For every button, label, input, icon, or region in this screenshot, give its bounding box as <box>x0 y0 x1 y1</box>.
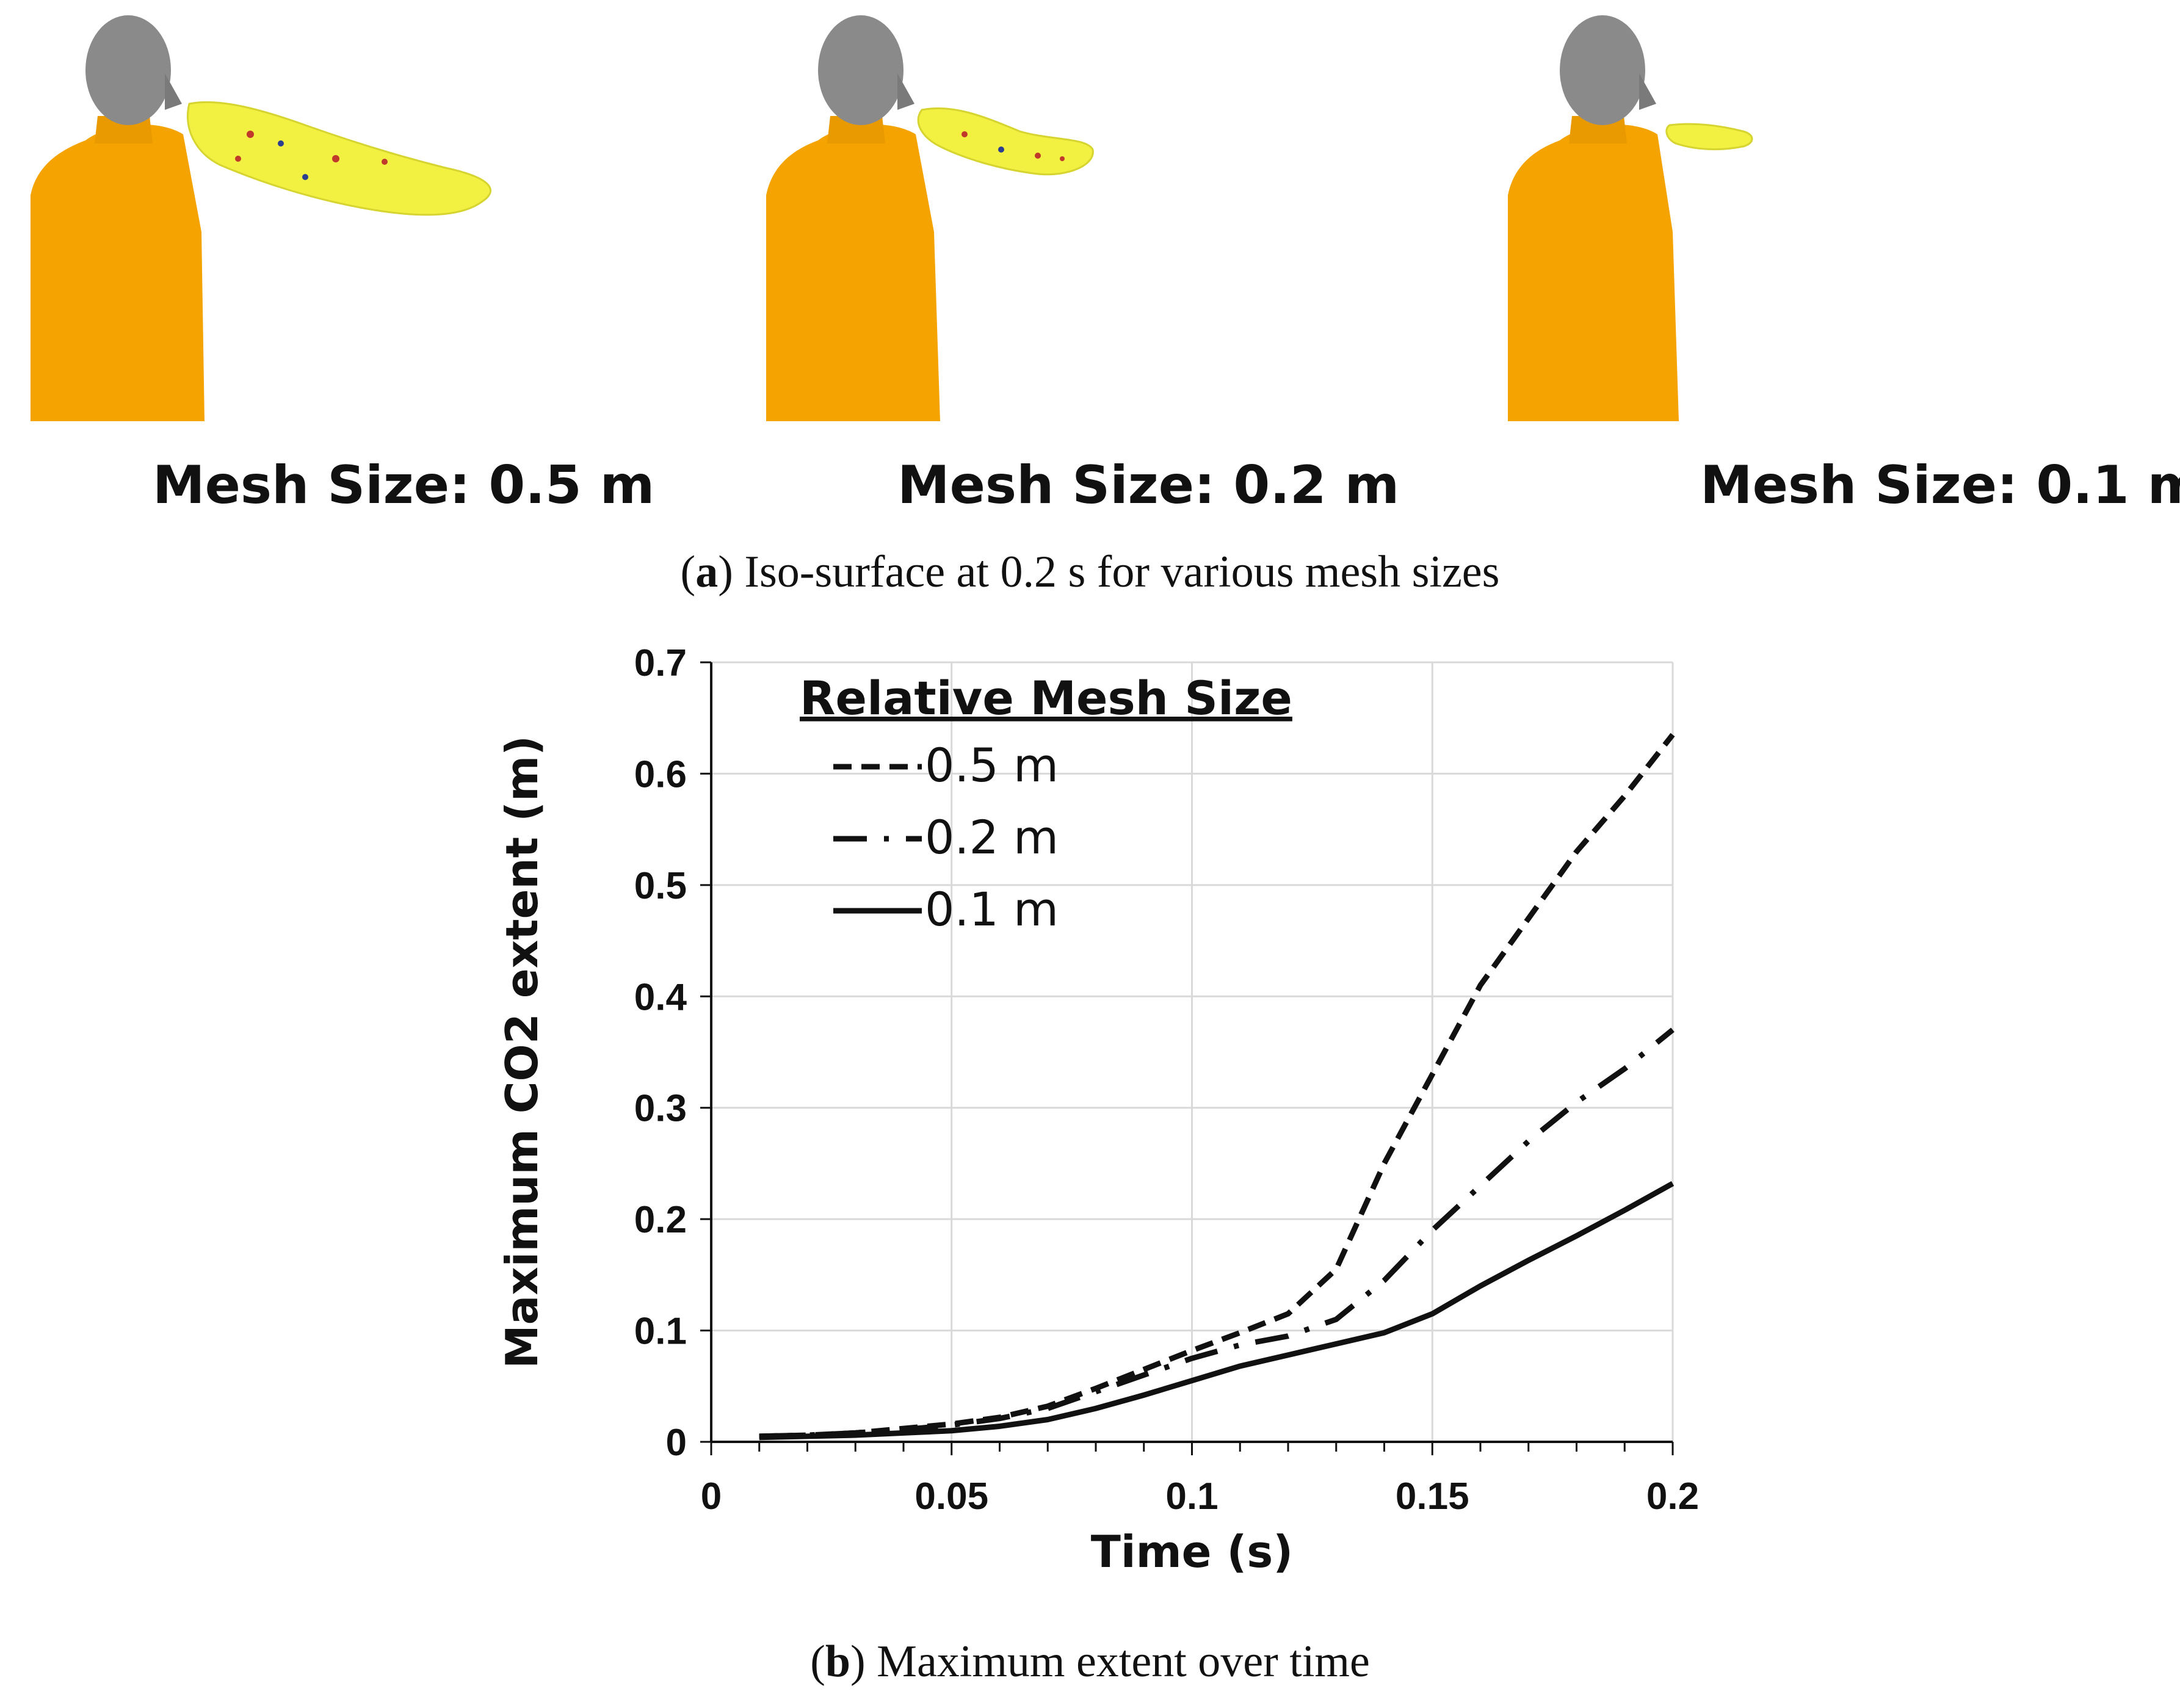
torso-shape <box>31 124 205 421</box>
y-tick-label: 0.3 <box>634 1088 687 1130</box>
figure-mesh-0-1 <box>1508 15 1753 421</box>
sub-caption-a: (a) Iso-surface at 0.2 s for various mes… <box>680 547 1500 597</box>
y-tick-label: 0.5 <box>634 865 687 907</box>
sub-caption-b: (b) Maximum extent over time <box>810 1637 1370 1687</box>
series-line-2 <box>759 1181 1675 1441</box>
y-tick-label: 0.1 <box>634 1311 687 1353</box>
axes-layer <box>700 661 1674 1455</box>
torso-shape <box>766 124 940 421</box>
y-tick-label: 0.6 <box>634 753 687 795</box>
plume-shape <box>917 107 1094 176</box>
x-tick-label: 0 <box>701 1475 722 1518</box>
legend: Relative Mesh Size 0.5 m 0.2 m 0.1 m <box>800 671 1292 936</box>
mesh-caption-0-5: Mesh Size: 0.5 m <box>153 455 655 516</box>
y-tick-label: 0.2 <box>634 1199 687 1241</box>
y-tick-label: 0 <box>666 1422 687 1464</box>
series-layer <box>759 733 1675 1441</box>
y-tick-label: 0.4 <box>634 976 687 1018</box>
plume-shape <box>1665 123 1753 151</box>
legend-label-1: 0.2 m <box>925 810 1059 864</box>
y-axis-title: Maximum CO2 extent (m) <box>496 736 548 1369</box>
head-shape <box>1560 15 1645 125</box>
torso-shape <box>1508 124 1679 421</box>
x-axis-title: Time (s) <box>1091 1526 1293 1577</box>
grid-layer <box>711 661 1674 1442</box>
x-tick-label: 0.1 <box>1165 1475 1218 1518</box>
legend-label-2: 0.1 m <box>925 882 1059 936</box>
x-tick-label: 0.05 <box>914 1475 988 1518</box>
series-line-1 <box>759 1027 1675 1439</box>
figure-mesh-0-5 <box>31 15 491 421</box>
sub-caption-a-letter: a <box>695 547 719 597</box>
ticks-layer: 0 0.05 0.1 0.15 0.2 0 0.1 0.2 0.3 0.4 0.5 0.6 0.7 <box>634 642 1699 1518</box>
figure-mesh-0-2 <box>766 15 1094 421</box>
y-tick-label: 0.7 <box>634 642 687 684</box>
legend-label-0: 0.5 m <box>925 738 1059 792</box>
head-shape <box>85 15 171 125</box>
x-tick-label: 0.15 <box>1396 1475 1469 1518</box>
sub-caption-b-letter: b <box>825 1637 850 1687</box>
x-tick-label: 0.2 <box>1646 1475 1699 1518</box>
mesh-caption-0-2: Mesh Size: 0.2 m <box>897 455 1400 516</box>
sub-caption-b-text: ) Maximum extent over time <box>850 1637 1370 1687</box>
sub-caption-a-text: ) Iso-surface at 0.2 s for various mesh … <box>718 547 1500 597</box>
mesh-caption-0-1: Mesh Size: 0.1 m <box>1700 455 2180 516</box>
legend-title: Relative Mesh Size <box>800 671 1292 725</box>
head-shape <box>818 15 904 125</box>
